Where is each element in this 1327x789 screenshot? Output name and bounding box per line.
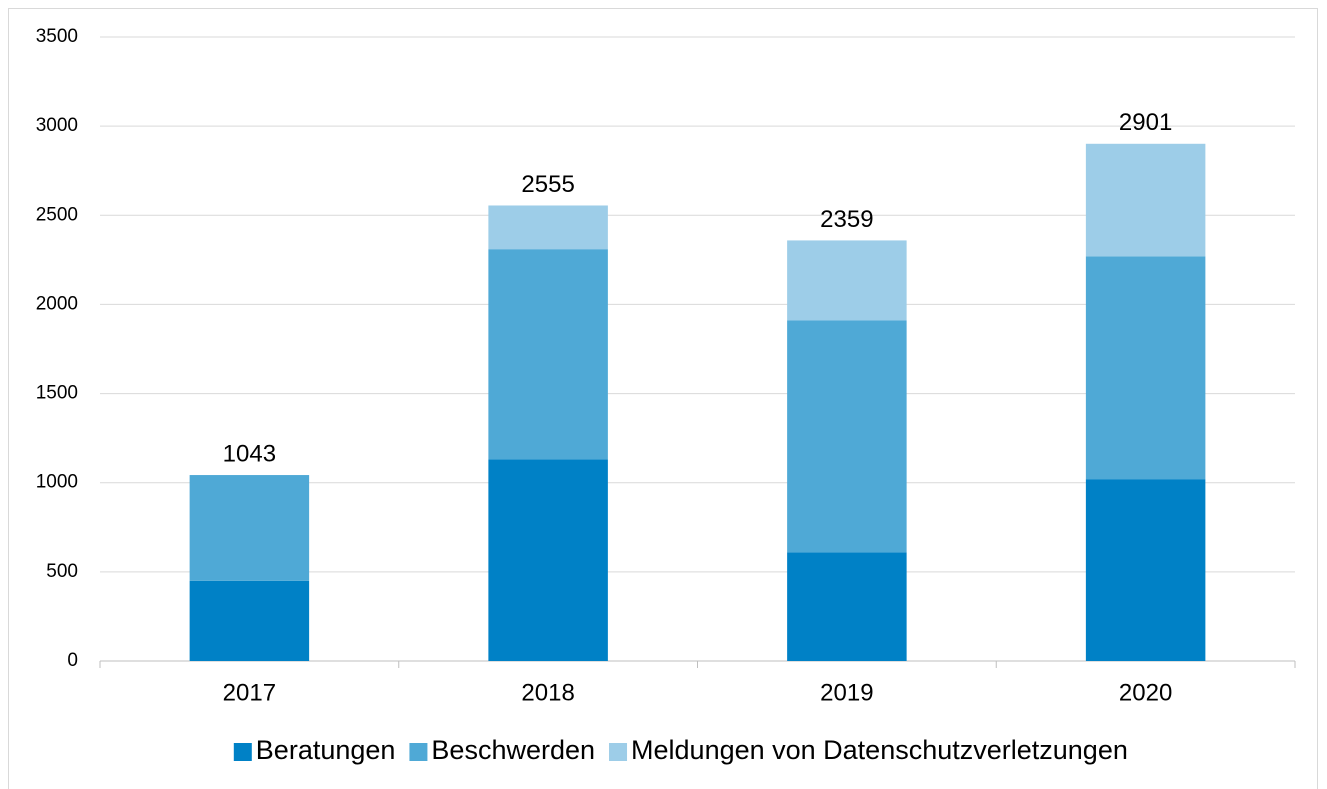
total-label: 2901 [1119, 109, 1172, 136]
y-tick-label: 2500 [36, 204, 78, 225]
x-tick-label: 2017 [223, 679, 276, 706]
bar-segment [787, 552, 907, 661]
legend-label: Beratungen [256, 735, 396, 765]
bar-segment [488, 205, 608, 250]
legend-label: Meldungen von Datenschutzverletzungen [631, 735, 1128, 765]
bar-segment [189, 580, 310, 661]
y-tick-label: 1500 [36, 383, 78, 404]
bar-segment [787, 240, 907, 321]
bar-segment [488, 459, 608, 661]
total-label: 2555 [521, 171, 574, 198]
x-tick-label: 2019 [820, 679, 873, 706]
y-tick-label: 0 [67, 650, 78, 671]
bar-segment [488, 249, 608, 460]
legend-swatch [409, 743, 428, 761]
bar-segment [1085, 256, 1206, 480]
y-tick-label: 3500 [36, 26, 78, 47]
bar-segment [787, 320, 907, 553]
bar-segment [1085, 143, 1206, 257]
y-tick-label: 1000 [36, 472, 78, 493]
x-tick-label: 2018 [521, 679, 574, 706]
y-tick-label: 3000 [36, 115, 78, 136]
legend-swatch [233, 743, 252, 761]
total-label: 2359 [820, 206, 873, 233]
legend-label: Beschwerden [431, 735, 595, 765]
bar-segment [1085, 479, 1206, 661]
x-tick-label: 2020 [1119, 679, 1172, 706]
total-label: 1043 [223, 440, 276, 467]
legend-swatch [609, 743, 628, 761]
bar-segment [189, 475, 310, 581]
y-tick-label: 500 [46, 561, 78, 582]
y-tick-label: 2000 [36, 293, 78, 314]
chart-frame [8, 8, 1318, 789]
